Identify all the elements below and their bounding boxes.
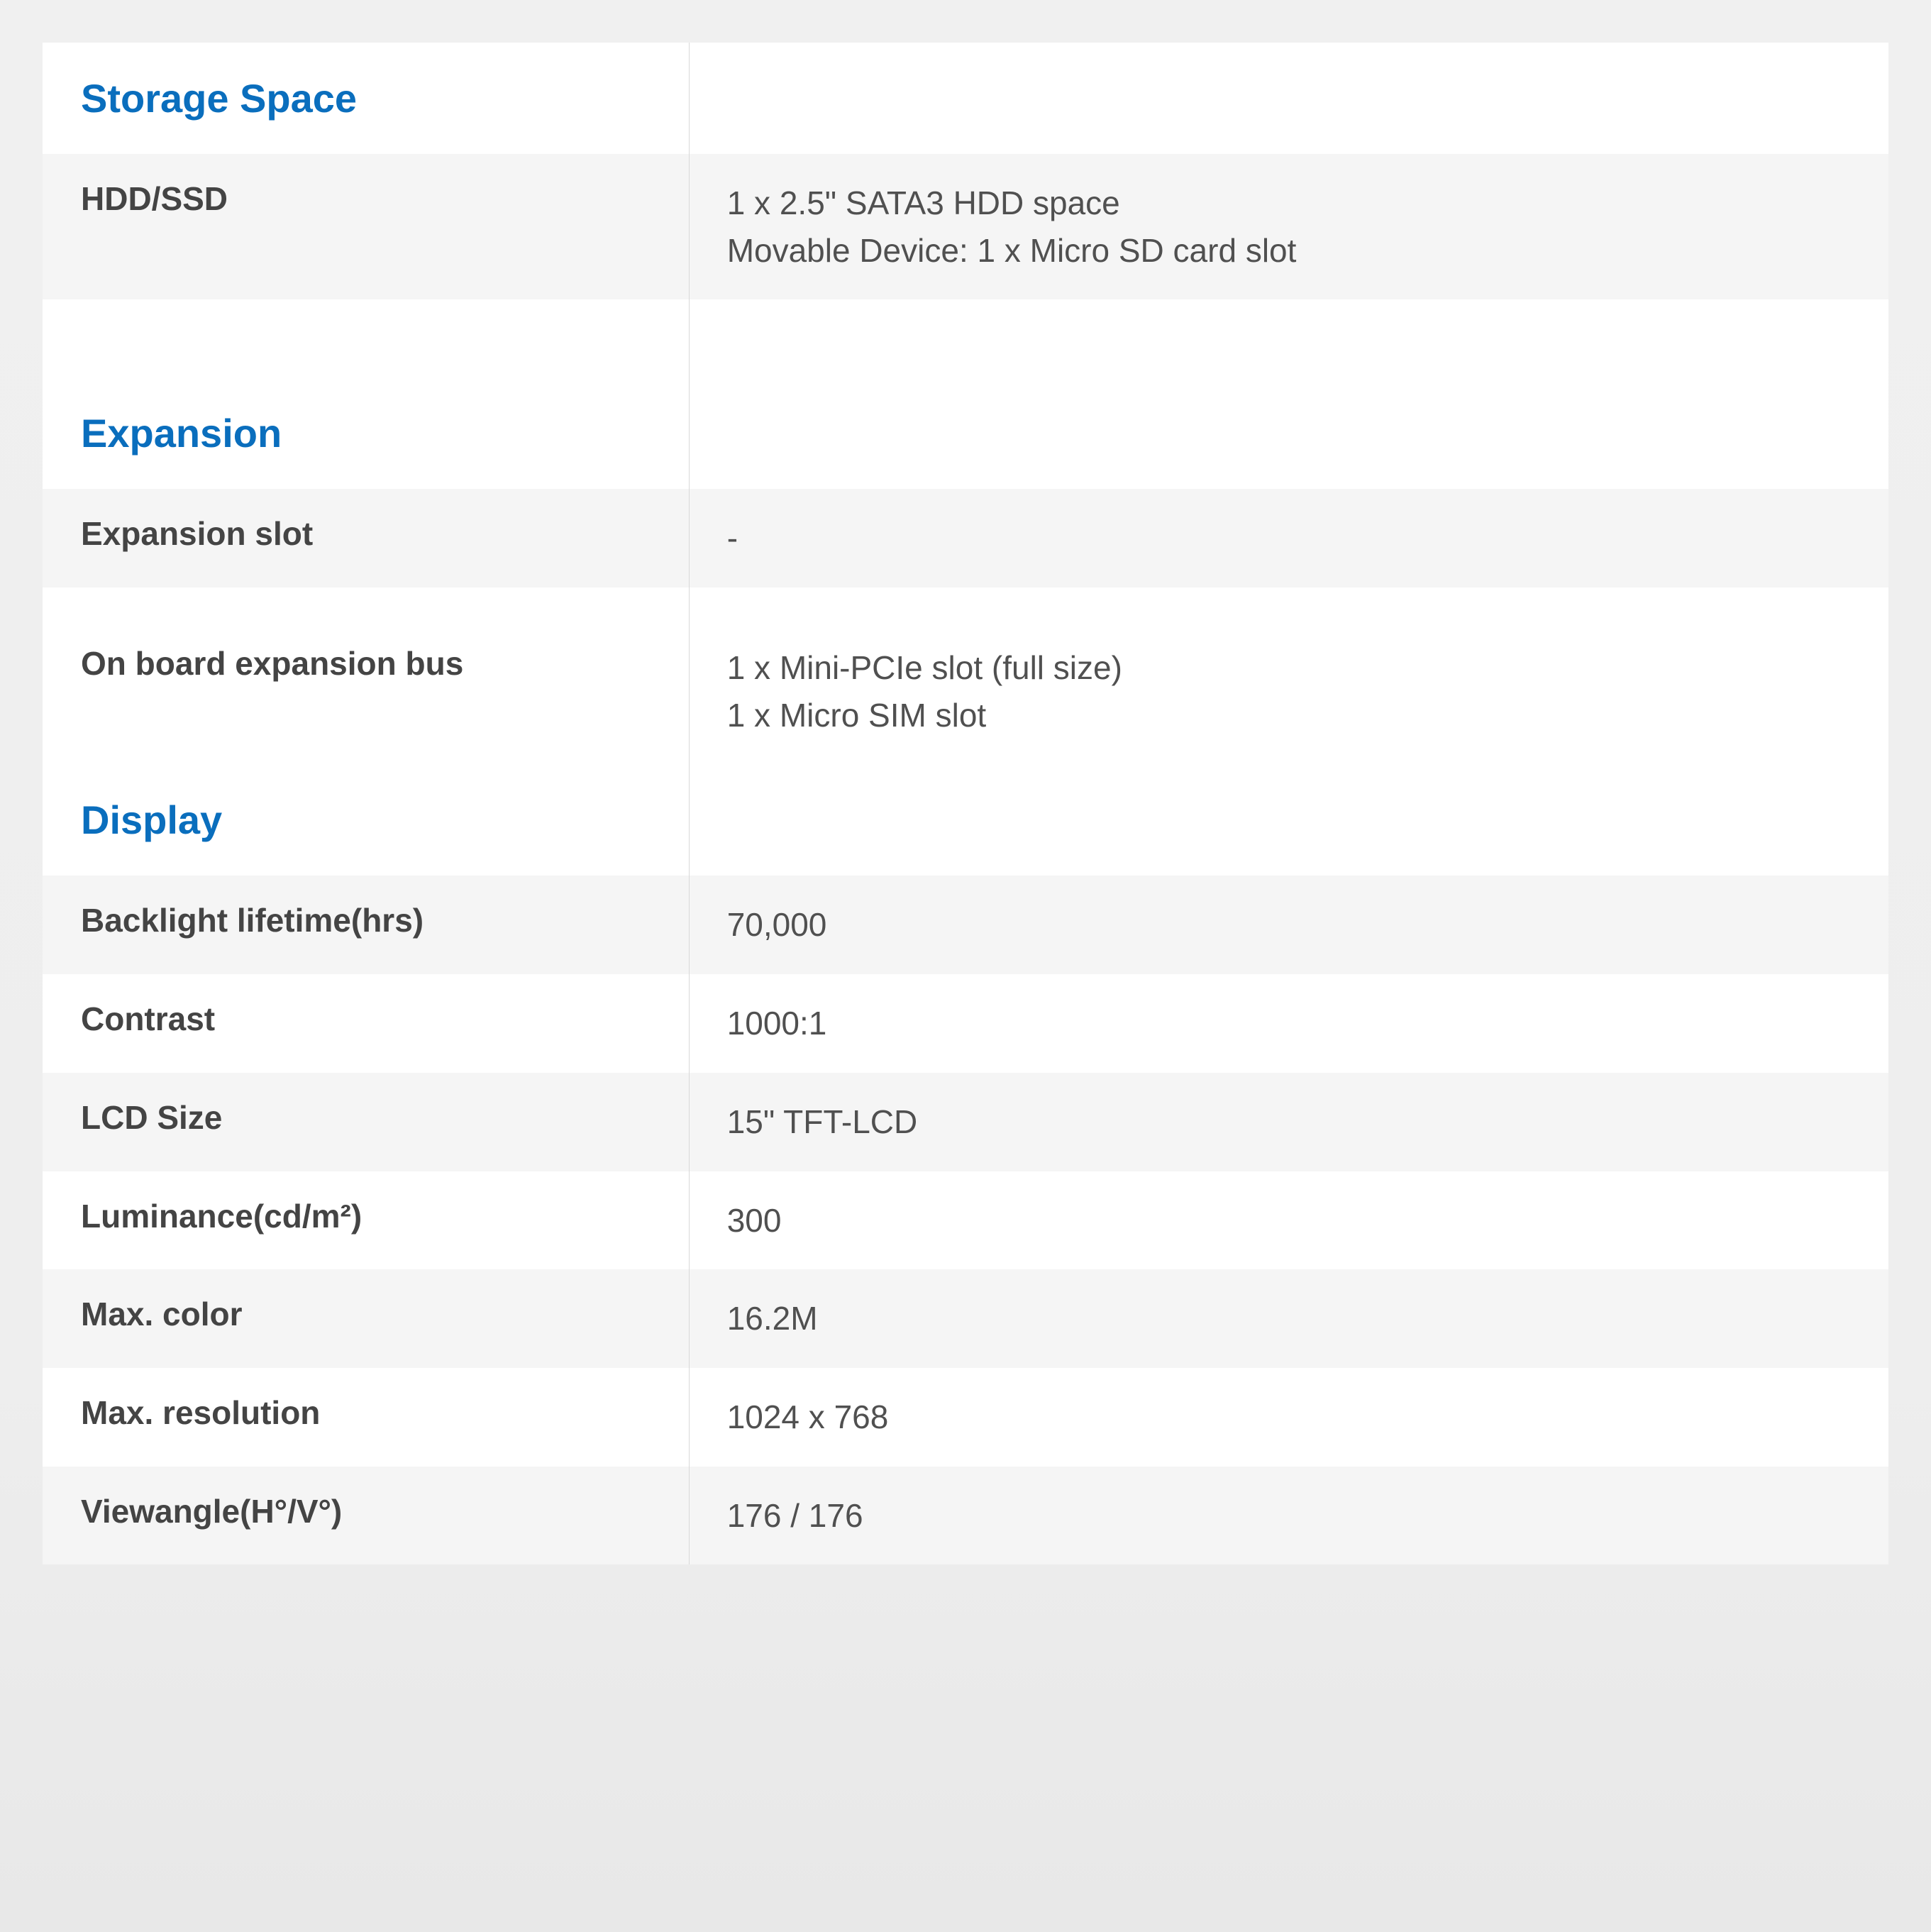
spec-value-backlight: 70,000 <box>727 906 827 943</box>
spec-value-lcd-size: 15" TFT-LCD <box>727 1103 918 1140</box>
spacer-row <box>43 587 1888 619</box>
spec-value-max-resolution: 1024 x 768 <box>727 1398 889 1435</box>
spec-value-viewangle: 176 / 176 <box>727 1497 863 1534</box>
spec-label-expansion-bus: On board expansion bus <box>81 645 463 682</box>
section-header-row-storage: Storage Space <box>43 43 1888 154</box>
spec-value-max-color: 16.2M <box>727 1300 818 1337</box>
table-row: Viewangle(H°/V°) 176 / 176 <box>43 1467 1888 1565</box>
section-header-expansion: Expansion <box>81 411 282 456</box>
spec-value-expansion-slot: - <box>727 519 738 556</box>
spec-label-max-color: Max. color <box>81 1296 243 1332</box>
section-header-storage: Storage Space <box>81 76 357 121</box>
spec-label-expansion-slot: Expansion slot <box>81 515 313 552</box>
section-header-row-expansion: Expansion <box>43 377 1888 489</box>
table-row: On board expansion bus 1 x Mini-PCIe slo… <box>43 619 1888 764</box>
table-row: LCD Size 15" TFT-LCD <box>43 1073 1888 1171</box>
spec-value-contrast: 1000:1 <box>727 1005 827 1042</box>
table-row: Expansion slot - <box>43 489 1888 587</box>
spec-label-contrast: Contrast <box>81 1000 215 1037</box>
spec-label-max-resolution: Max. resolution <box>81 1394 320 1431</box>
spec-value-expansion-bus-line2: 1 x Micro SIM slot <box>727 692 1850 739</box>
spec-label-viewangle: Viewangle(H°/V°) <box>81 1493 342 1530</box>
spec-label-hdd-ssd: HDD/SSD <box>81 180 228 217</box>
section-header-display: Display <box>81 797 222 842</box>
table-row: Backlight lifetime(hrs) 70,000 <box>43 876 1888 974</box>
spec-value-luminance: 300 <box>727 1202 782 1239</box>
spec-label-luminance: Luminance(cd/m²) <box>81 1198 362 1235</box>
spacer-row <box>43 299 1888 377</box>
spec-value-hdd-ssd-line1: 1 x 2.5" SATA3 HDD space <box>727 180 1850 227</box>
spec-value-expansion-bus-line1: 1 x Mini-PCIe slot (full size) <box>727 644 1850 692</box>
table-row: Max. resolution 1024 x 768 <box>43 1368 1888 1467</box>
spec-label-lcd-size: LCD Size <box>81 1099 222 1136</box>
table-row: Contrast 1000:1 <box>43 974 1888 1073</box>
table-row: HDD/SSD 1 x 2.5" SATA3 HDD space Movable… <box>43 154 1888 299</box>
table-row: Luminance(cd/m²) 300 <box>43 1171 1888 1270</box>
spec-table: Storage Space HDD/SSD 1 x 2.5" SATA3 HDD… <box>43 43 1888 1564</box>
section-header-row-display: Display <box>43 764 1888 876</box>
spec-value-hdd-ssd-line2: Movable Device: 1 x Micro SD card slot <box>727 227 1850 275</box>
table-row: Max. color 16.2M <box>43 1269 1888 1368</box>
spec-label-backlight: Backlight lifetime(hrs) <box>81 902 424 939</box>
